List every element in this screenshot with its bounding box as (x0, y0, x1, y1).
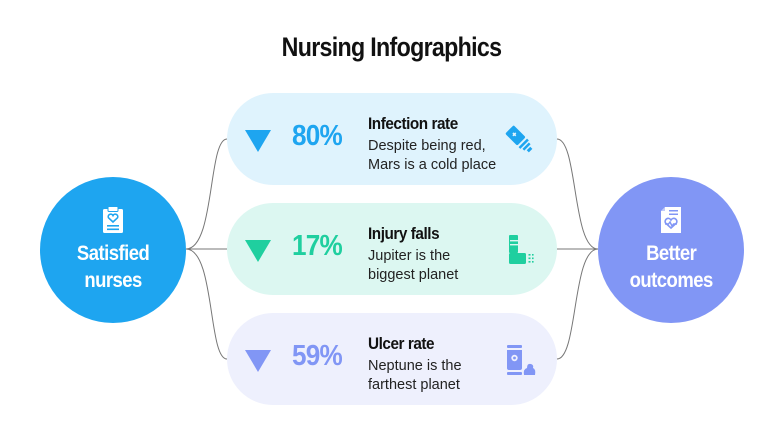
down-triangle-icon (245, 350, 271, 372)
satisfied-nurses-label: Satisfied nurses (76, 242, 150, 292)
better-outcomes-label: Better outcomes (629, 242, 713, 292)
injury-falls-title: Injury falls (368, 224, 440, 243)
down-triangle-icon (245, 240, 271, 262)
ulcer-rate-description: Neptune is the farthest planet (368, 358, 462, 393)
injury-falls-percent: 17% (291, 230, 343, 262)
ulcer-rate-card: 59% Ulcer rate Neptune is the farthest p… (227, 313, 557, 405)
injury-falls-description: Jupiter is the biggest planet (368, 248, 459, 283)
down-triangle-icon (245, 130, 271, 152)
infection-rate-card: 80% Infection rate Despite being red, Ma… (227, 93, 557, 185)
infection-rate-percent: 80% (291, 120, 343, 152)
inhaler-icon (509, 235, 534, 264)
cream-tube-icon (507, 345, 536, 375)
satisfied-nurses-node: Satisfied nurses (40, 177, 186, 323)
clipboard-heart-icon (103, 206, 123, 233)
infection-rate-title: Infection rate (368, 114, 458, 133)
ointment-tube-icon (505, 125, 533, 153)
ulcer-rate-percent: 59% (291, 340, 343, 372)
page-title: Nursing Infographics (281, 32, 502, 62)
ulcer-rate-title: Ulcer rate (368, 334, 435, 353)
infection-rate-description: Despite being red, Mars is a cold place (368, 138, 497, 173)
injury-falls-card: 17% Injury falls Jupiter is the biggest … (227, 203, 557, 295)
medical-report-heart-icon (661, 207, 681, 233)
better-outcomes-node: Better outcomes (598, 177, 744, 323)
